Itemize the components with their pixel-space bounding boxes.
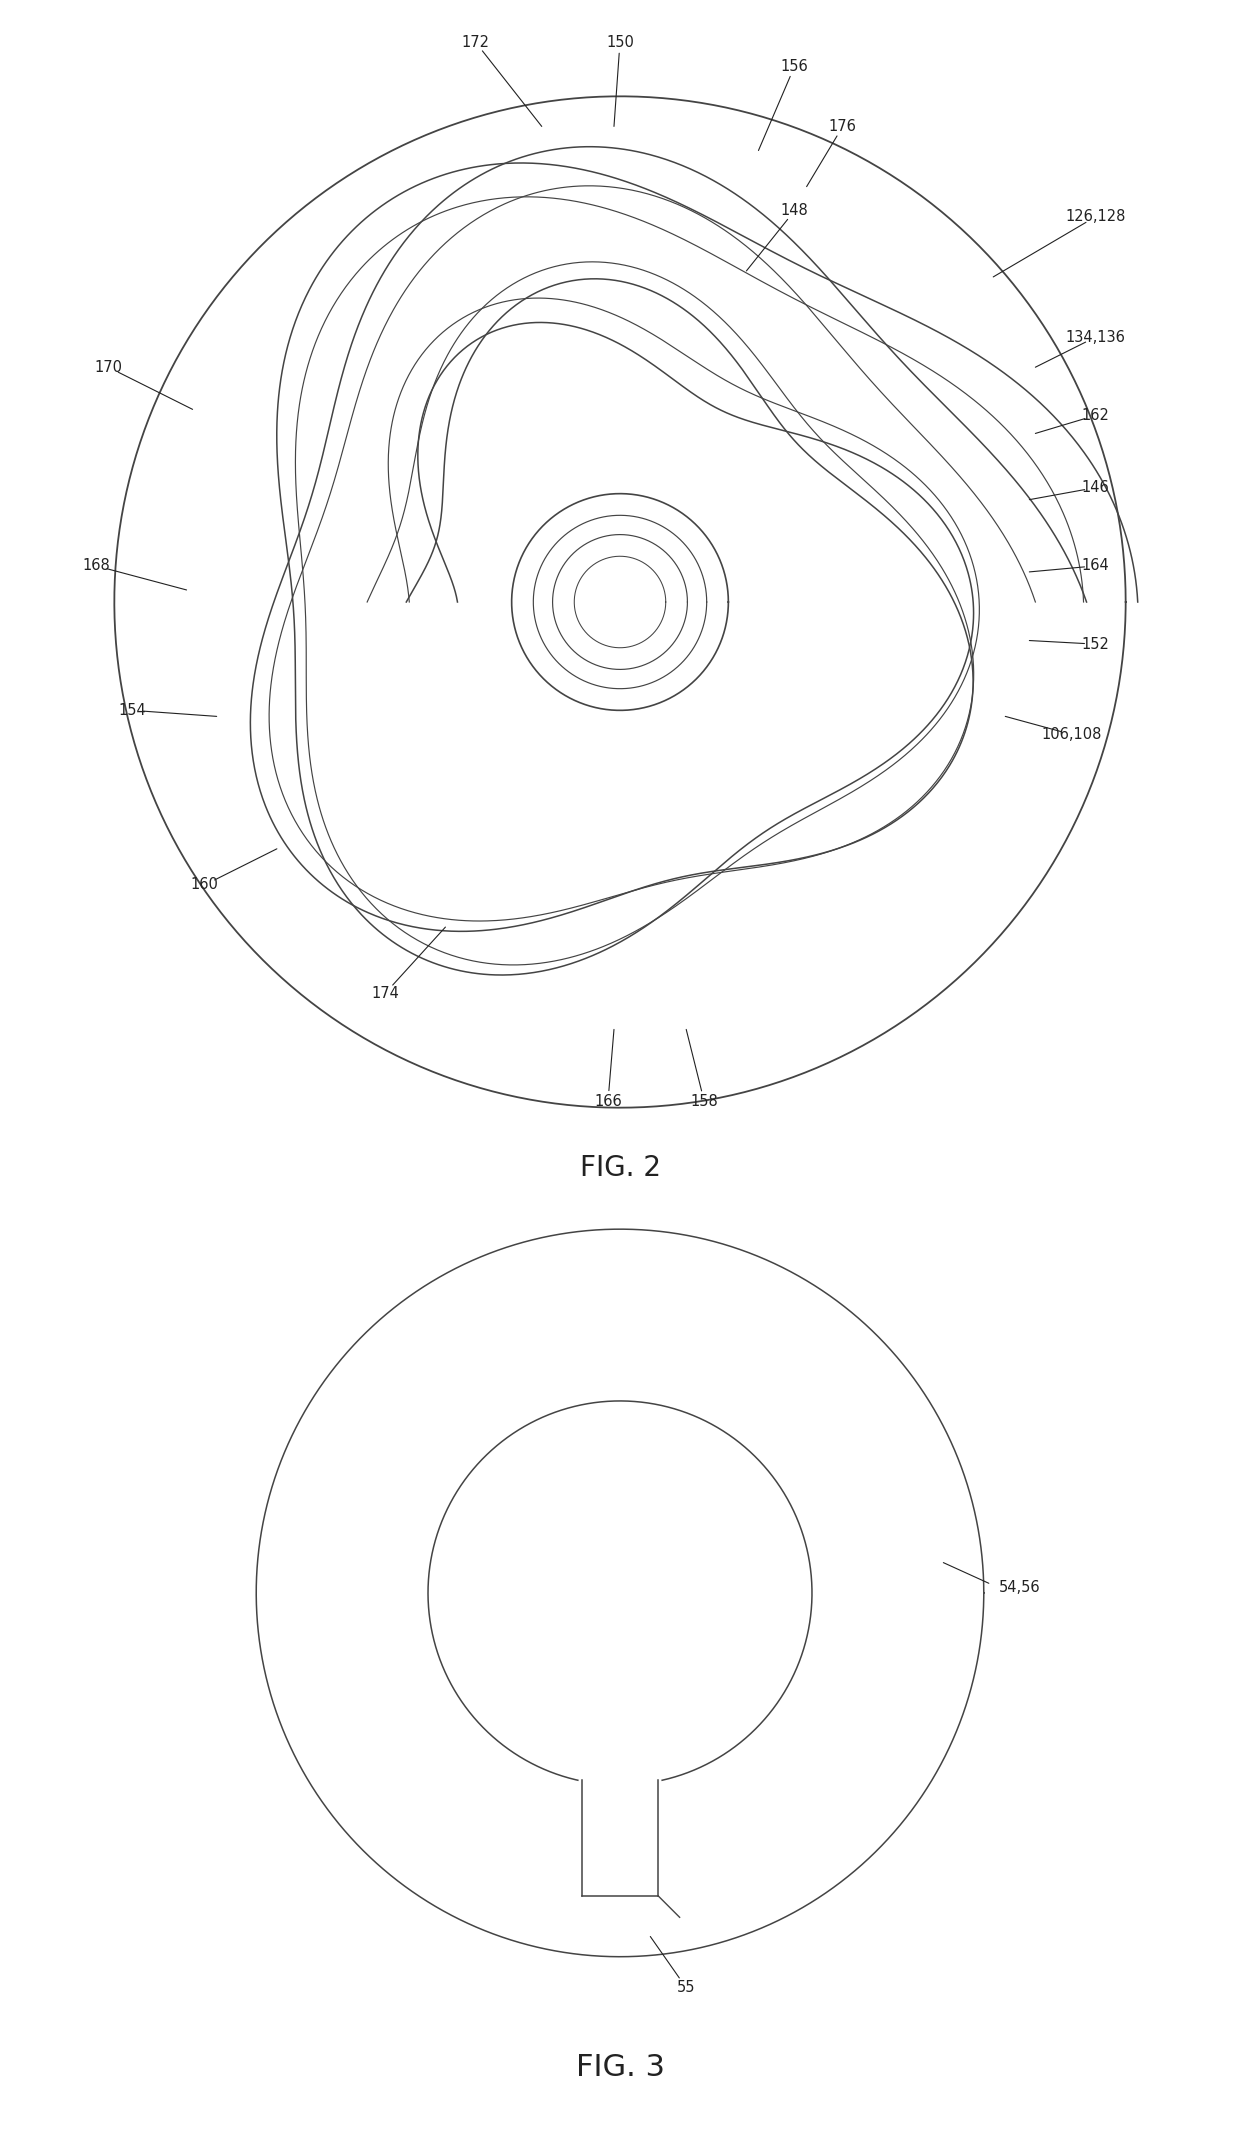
Text: 106,108: 106,108 [1042, 727, 1101, 742]
Text: 154: 154 [119, 703, 146, 718]
Text: FIG. 3: FIG. 3 [575, 2053, 665, 2083]
Text: 54,56: 54,56 [999, 1580, 1040, 1595]
Text: 146: 146 [1081, 479, 1110, 494]
Text: 174: 174 [371, 987, 399, 1000]
Text: 126,128: 126,128 [1065, 209, 1126, 224]
Text: 150: 150 [606, 34, 634, 49]
Text: 164: 164 [1081, 559, 1110, 574]
Text: FIG. 2: FIG. 2 [579, 1155, 661, 1183]
Text: 156: 156 [781, 58, 808, 73]
Text: 168: 168 [82, 559, 110, 574]
Text: 148: 148 [781, 204, 808, 217]
Text: 172: 172 [461, 34, 490, 49]
Text: 152: 152 [1081, 636, 1110, 651]
Text: 134,136: 134,136 [1065, 329, 1126, 344]
Text: 160: 160 [191, 877, 218, 892]
Text: 162: 162 [1081, 408, 1110, 424]
Text: 158: 158 [691, 1094, 718, 1109]
Text: 176: 176 [828, 118, 857, 133]
Text: 166: 166 [594, 1094, 621, 1109]
Text: 170: 170 [94, 359, 123, 374]
Text: 55: 55 [677, 1980, 694, 1995]
